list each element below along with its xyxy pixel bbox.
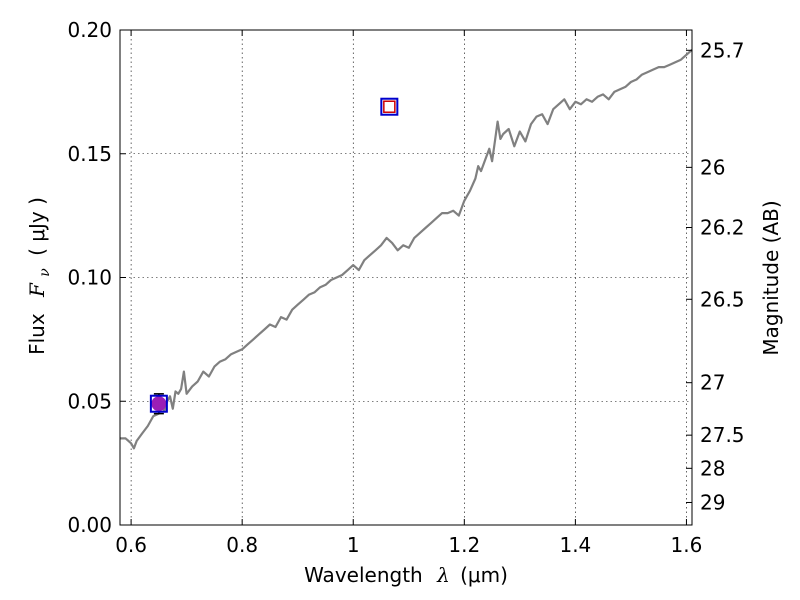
y2-tick-label: 27.5: [700, 423, 745, 447]
x-tick-label: 1.2: [448, 533, 480, 557]
y2-tick-label: 27: [700, 371, 725, 395]
x-tick-label: 1.4: [559, 533, 591, 557]
x-axis: 0.6 0.8 1 1.2 1.4 1.6: [115, 30, 702, 557]
y2-tick-label: 26.2: [700, 216, 745, 240]
photometry-point: [151, 396, 167, 412]
grid-lines: [120, 30, 692, 525]
x-axis-title: Wavelength λ (μm): [304, 563, 508, 587]
y-tick-label: 0.05: [67, 389, 112, 413]
y-axis-title-symbol: F: [25, 282, 49, 298]
synthetic-photometry-square: [380, 97, 399, 116]
y-axis-title-prefix: Flux: [25, 313, 49, 355]
y2-tick-label: 25.7: [700, 38, 745, 62]
y-tick-label: 0.10: [67, 266, 112, 290]
x-axis-title-prefix: Wavelength: [304, 563, 423, 587]
y-axis-title-subscript: ν: [37, 268, 53, 277]
y2-tick-label: 26: [700, 155, 725, 179]
y2-tick-label: 28: [700, 456, 725, 480]
x-tick-label: 1: [347, 533, 360, 557]
y2-tick-label: 29: [700, 490, 725, 514]
series-layer: [120, 48, 693, 450]
spectrum-line: [120, 48, 693, 450]
y2-tick-label: 26.5: [700, 287, 745, 311]
y-axis: 0.00 0.05 0.10 0.15 0.20: [67, 18, 126, 537]
y2-axis-title: Magnitude (AB): [759, 200, 783, 355]
y-axis-title: Flux F ν ( μJy ): [25, 197, 54, 355]
x-tick-label: 1.6: [671, 533, 703, 557]
photometry-square: [383, 100, 396, 113]
y-tick-label: 0.00: [67, 513, 112, 537]
markers-layer: [149, 97, 399, 415]
y2-axis: 25.7 26 26.2 26.5 27 27.5 28 29: [686, 38, 745, 514]
x-axis-title-units: (μm): [460, 563, 508, 587]
x-tick-label: 0.6: [115, 533, 147, 557]
x-axis-title-symbol: λ: [436, 563, 450, 587]
y-tick-label: 0.20: [67, 18, 112, 42]
y-tick-label: 0.15: [67, 142, 112, 166]
synthetic-photometry-square: [149, 394, 168, 413]
y-axis-title-units: ( μJy ): [25, 197, 49, 256]
x-tick-label: 0.8: [226, 533, 258, 557]
